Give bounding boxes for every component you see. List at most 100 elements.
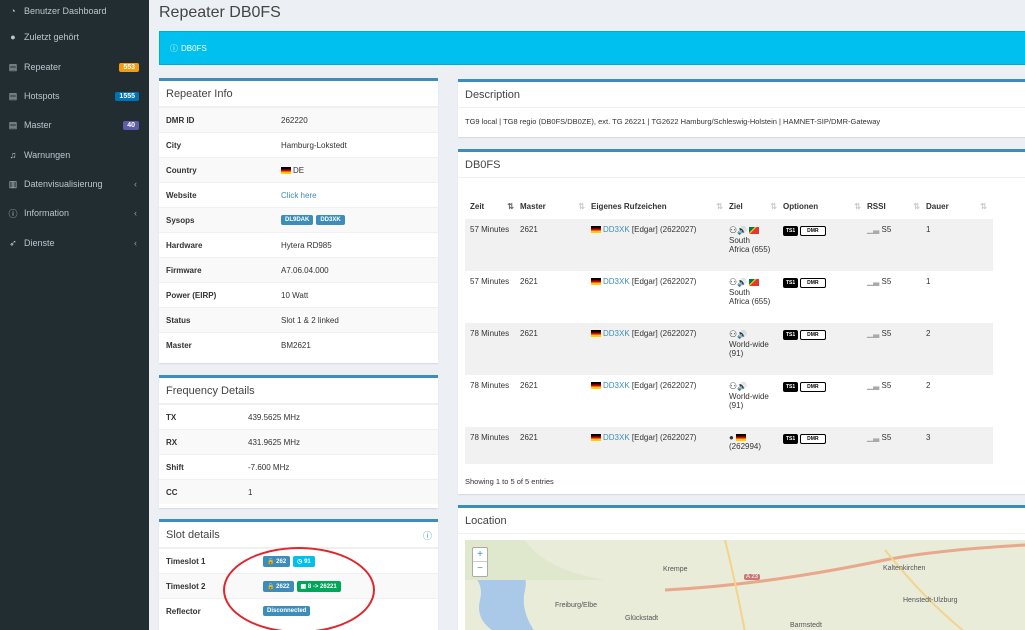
column-header[interactable]: Master ⇅ (520, 193, 591, 219)
row-country: Country DE (159, 157, 438, 182)
row-value: DE (293, 165, 305, 175)
row-value: A7.06.04.000 (281, 265, 329, 275)
row-value: 1 (248, 487, 253, 497)
column-label: Zeit (470, 201, 485, 211)
row-shift: Shift -7.600 MHz (159, 454, 438, 479)
column-header[interactable]: Ziel ⇅ (729, 193, 783, 219)
row-value: 431.9625 MHz (248, 437, 301, 447)
group-icon: ⚇ (729, 277, 738, 287)
info-callout: ⓘ DB0FS (159, 31, 1025, 65)
activity-box: DB0FS Zeit ⇅ Master ⇅ Eigenes Rufzeichen ⇅ … (458, 149, 1025, 494)
main-content: Repeater DB0FS ⓘ DB0FS Repeater Info DMR … (149, 0, 1025, 630)
sidebar-item-hotspots[interactable]: ▤ Hotspots 1555 (0, 85, 149, 107)
group-icon: ⚇ (729, 381, 738, 391)
row-master: Master BM2621 (159, 332, 438, 357)
column-header[interactable]: Eigenes Rufzeichen ⇅ (591, 193, 729, 219)
target-name: World-wide (729, 392, 769, 401)
highway-shield: A 23 (744, 574, 761, 580)
south-africa-flag-icon (749, 227, 760, 235)
column-header[interactable]: Dauer ⇅ (926, 193, 993, 219)
table-row: 78 Minutes 2621 DD3XK [Edgar] (2622027) … (465, 375, 993, 427)
cell-rssi: ▁▃ S5 (867, 219, 926, 271)
column-label: Dauer (926, 201, 949, 211)
column-header[interactable]: Optionen ⇅ (783, 193, 867, 219)
rocket-icon: ➶ (9, 237, 17, 248)
row-key: City (166, 140, 182, 150)
count-badge: 553 (119, 62, 139, 72)
target-name: South (729, 236, 750, 245)
sidebar-item-dashboard[interactable]: ◔ Benutzer Dashboard (0, 0, 149, 22)
sidebar-item-warnings[interactable]: ♫ Warnungen (0, 144, 149, 166)
sysop-badge[interactable]: DL9DAK (281, 215, 314, 225)
operator-name: [Edgar] (631, 225, 658, 234)
row-key: TX (166, 412, 177, 422)
callsign-link[interactable]: DD3XK (603, 225, 630, 234)
column-label: Optionen (783, 201, 819, 211)
sidebar-item-information[interactable]: ⓘ Information ‹ (0, 202, 149, 224)
sidebar-item-label: Benutzer Dashboard (24, 6, 107, 16)
callsign-link[interactable]: DD3XK (603, 277, 630, 286)
website-link[interactable]: Click here (281, 190, 317, 200)
row-value: BM2621 (281, 340, 311, 350)
sidebar-item-label: Dienste (24, 238, 55, 248)
cell-rssi: ▁▃ S5 (867, 375, 926, 427)
user-icon: ● (10, 32, 16, 42)
zoom-in-button[interactable]: + (473, 548, 487, 562)
cell-time: 78 Minutes (470, 381, 510, 390)
sidebar-item-data-visualization[interactable]: ▥ Datenvisualisierung ‹ (0, 173, 149, 195)
callout-text: DB0FS (181, 43, 207, 53)
dmr-badge: DMR (800, 330, 826, 340)
frequency-details-box: Frequency Details TX 439.5625 MHz RX 431.9… (159, 375, 438, 508)
sort-icon: ⇅ (578, 202, 585, 211)
box-title: Slot details ⓘ (159, 522, 438, 548)
bell-icon: ♫ (9, 150, 17, 160)
sidebar-item-master[interactable]: ▤ Master 40 (0, 114, 149, 136)
sidebar-item-label: Master (24, 120, 52, 130)
row-value: 439.5625 MHz (248, 412, 301, 422)
info-icon[interactable]: ⓘ (422, 531, 432, 541)
cell-master: 2621 (520, 277, 538, 286)
cell-master: 2621 (520, 225, 538, 234)
sidebar-item-repeater[interactable]: ▤ Repeater 553 (0, 56, 149, 78)
speaker-icon: 🔊 (737, 278, 748, 287)
cell-options: TS1 DMR (783, 219, 867, 271)
callsign-link[interactable]: DD3XK (603, 433, 630, 442)
map-terrain (465, 540, 1025, 630)
table-header-row: Zeit ⇅ Master ⇅ Eigenes Rufzeichen ⇅ Ziel ⇅ … (465, 193, 993, 219)
speaker-icon: 🔊 (737, 382, 748, 391)
chevron-left-icon: ‹ (134, 208, 137, 218)
rssi-value: S5 (881, 225, 892, 234)
group-icon: ⚇ (729, 329, 738, 339)
cell-callsign: DD3XK [Edgar] (2622027) (591, 271, 729, 323)
cell-options: TS1 DMR (783, 375, 867, 427)
row-key: Website (166, 190, 197, 200)
road (884, 549, 965, 630)
signal-icon: ▁▃ (867, 433, 880, 442)
sort-asc-icon: ⇅ (507, 202, 514, 211)
callsign-link[interactable]: DD3XK (603, 329, 630, 338)
column-header[interactable]: RSSI ⇅ (867, 193, 926, 219)
cell-options: TS1 DMR (783, 323, 867, 375)
sort-icon: ⇅ (913, 202, 920, 211)
column-header[interactable]: Zeit ⇅ (465, 193, 520, 219)
sidebar-item-last-heard[interactable]: ● Zuletzt gehört (0, 26, 149, 48)
cell-duration: 1 (926, 277, 931, 286)
column-label: Eigenes Rufzeichen (591, 201, 667, 211)
sidebar-item-services[interactable]: ➶ Dienste ‹ (0, 232, 149, 254)
sysop-badge[interactable]: DD3XK (316, 215, 345, 225)
hotspot-icon: ▤ (8, 90, 18, 101)
rssi-value: S5 (881, 329, 892, 338)
zoom-out-button[interactable]: − (477, 563, 483, 574)
map-label: Freiburg/Elbe (555, 602, 598, 609)
column-label: Master (520, 201, 546, 211)
callsign-link[interactable]: DD3XK (603, 381, 630, 390)
ts-badge: TS1 (783, 226, 799, 236)
cell-options: TS1 DMR (783, 271, 867, 323)
sort-icon: ⇅ (980, 202, 987, 211)
target-icons: ⚇🔊 (729, 381, 783, 392)
map-zoom-control: + − (472, 547, 488, 577)
map[interactable]: + − Krempe Kaltenkirchen Freiburg/Elbe G… (465, 540, 1025, 630)
germany-flag-icon (591, 382, 601, 390)
ts-badge: TS1 (783, 278, 799, 288)
count-badge: 40 (123, 120, 139, 130)
